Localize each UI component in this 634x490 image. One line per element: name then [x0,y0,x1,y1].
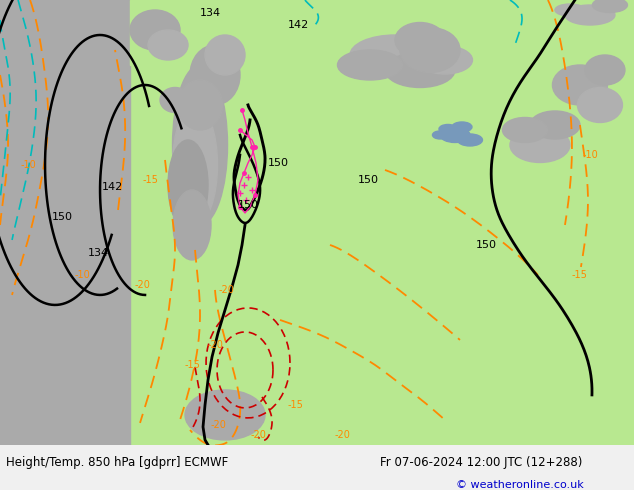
Ellipse shape [168,140,208,230]
Ellipse shape [172,65,228,225]
Text: -15: -15 [184,360,200,370]
Ellipse shape [400,27,460,73]
Ellipse shape [458,134,482,146]
Text: 134: 134 [200,8,221,18]
Ellipse shape [510,127,570,163]
Ellipse shape [395,23,445,57]
Ellipse shape [592,0,628,13]
Text: -20: -20 [134,280,150,290]
Ellipse shape [350,35,440,75]
Ellipse shape [178,80,223,130]
Text: 150: 150 [476,240,496,250]
Text: © weatheronline.co.uk: © weatheronline.co.uk [456,480,584,490]
Ellipse shape [160,88,190,113]
Ellipse shape [552,65,607,105]
Bar [130,0,215,65]
Text: -10: -10 [582,150,598,160]
Text: -15: -15 [287,400,303,410]
Ellipse shape [439,124,457,133]
Text: -20: -20 [334,430,350,440]
Ellipse shape [440,127,470,143]
Text: Fr 07-06-2024 12:00 JTC (12+288): Fr 07-06-2024 12:00 JTC (12+288) [380,456,583,468]
Ellipse shape [130,10,180,50]
Ellipse shape [530,111,580,139]
Ellipse shape [385,52,455,88]
Ellipse shape [173,190,211,260]
Ellipse shape [432,131,448,139]
Ellipse shape [503,118,547,143]
Ellipse shape [148,30,188,60]
Text: Height/Temp. 850 hPa [gdprr] ECMWF: Height/Temp. 850 hPa [gdprr] ECMWF [6,456,229,468]
Ellipse shape [565,5,615,25]
Ellipse shape [417,46,472,74]
Ellipse shape [452,122,472,132]
Text: -20: -20 [218,285,234,295]
Text: -15: -15 [142,175,158,185]
Ellipse shape [190,45,240,105]
Text: -10: -10 [74,270,90,280]
Text: 150: 150 [238,200,259,210]
Ellipse shape [185,390,265,440]
Text: 150: 150 [268,158,288,168]
Text: -15: -15 [572,270,588,280]
Text: -20: -20 [210,420,226,430]
Text: -20: -20 [250,430,266,440]
Bar [130,0,634,445]
Text: 150: 150 [51,212,72,222]
Text: 142: 142 [101,182,122,192]
Text: -20: -20 [207,340,223,350]
Ellipse shape [578,88,623,122]
Ellipse shape [585,55,625,85]
Text: -10: -10 [20,160,36,170]
Bar [0,0,130,445]
Ellipse shape [337,50,403,80]
Ellipse shape [555,4,585,16]
Ellipse shape [205,35,245,75]
Text: 150: 150 [358,175,378,185]
Text: 142: 142 [287,20,309,30]
Ellipse shape [172,105,217,225]
Text: 134: 134 [87,248,108,258]
